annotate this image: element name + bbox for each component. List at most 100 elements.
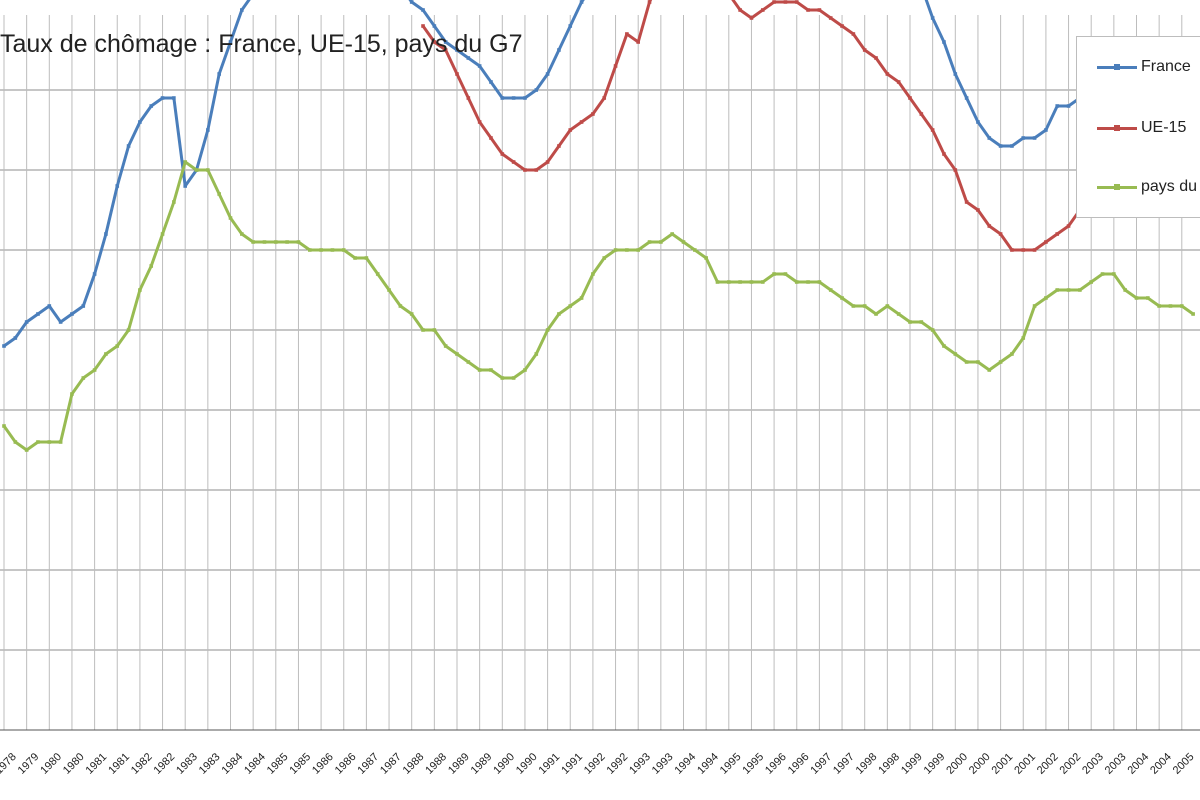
x-tick-label: 1995: [718, 751, 744, 777]
data-point: [92, 272, 97, 276]
data-point: [217, 192, 221, 196]
data-point: [251, 240, 255, 244]
data-point: [670, 232, 674, 236]
data-point: [1032, 248, 1037, 252]
data-point: [885, 72, 890, 76]
data-point: [1089, 280, 1093, 284]
data-point: [523, 168, 527, 172]
x-tick-label: 2002: [1058, 751, 1084, 777]
legend-item-france: France: [1097, 57, 1191, 77]
data-point: [1157, 304, 1161, 308]
data-point: [500, 376, 505, 380]
data-point: [466, 96, 471, 100]
data-point: [1010, 144, 1014, 148]
data-point: [806, 280, 810, 284]
series-line: [3, 0, 1172, 348]
data-point: [557, 312, 561, 316]
data-point: [274, 240, 278, 244]
x-tick-label: 1993: [650, 751, 676, 777]
data-point: [341, 248, 346, 252]
series-layer: [2, 0, 1200, 452]
data-point: [976, 208, 980, 212]
x-tick-label: 2002: [1035, 751, 1061, 777]
x-tick-label: 2000: [944, 751, 970, 777]
data-point: [817, 8, 822, 12]
data-point: [783, 272, 788, 276]
data-point: [1134, 296, 1139, 300]
data-point: [523, 368, 527, 372]
data-point: [2, 344, 6, 348]
data-point: [421, 8, 425, 12]
x-tick-label: 1984: [242, 751, 268, 777]
data-point: [760, 280, 765, 284]
data-point: [455, 352, 459, 356]
data-point: [545, 160, 550, 164]
data-point: [1180, 304, 1184, 308]
data-point: [545, 328, 550, 332]
data-point: [319, 248, 323, 252]
data-point: [58, 440, 63, 444]
data-point: [1010, 352, 1014, 356]
data-point: [602, 96, 607, 100]
data-point: [1055, 288, 1060, 292]
data-point: [1032, 304, 1037, 308]
data-point: [760, 8, 765, 12]
data-point: [964, 360, 969, 364]
data-point: [1112, 272, 1116, 276]
data-point: [659, 240, 663, 244]
data-point: [466, 360, 471, 364]
data-point: [126, 144, 131, 148]
grid-lines: [0, 15, 1200, 731]
data-point: [1021, 136, 1026, 140]
data-point: [862, 304, 867, 308]
data-point: [285, 240, 289, 244]
data-point: [625, 248, 629, 252]
data-point: [885, 304, 890, 308]
data-point: [1055, 232, 1060, 236]
data-point: [534, 88, 539, 92]
data-point: [104, 232, 108, 236]
x-tick-label: 1995: [740, 751, 766, 777]
data-point: [806, 8, 810, 12]
legend-label-france: France: [1141, 58, 1191, 75]
data-point: [1066, 288, 1071, 292]
x-tick-label: 2005: [1171, 751, 1197, 777]
x-tick-label: 1987: [378, 751, 404, 777]
data-point: [1100, 272, 1105, 276]
data-point: [511, 160, 516, 164]
data-point: [1078, 288, 1082, 292]
legend: France UE-15 pays du G7: [1076, 36, 1200, 218]
data-point: [443, 344, 448, 348]
data-point: [636, 40, 640, 44]
legend-swatch-france: [1097, 63, 1137, 70]
data-point: [24, 320, 29, 324]
x-tick-label: 1983: [174, 751, 200, 777]
data-point: [930, 128, 935, 132]
x-tick-label: 1998: [876, 751, 902, 777]
data-point: [919, 320, 924, 324]
data-point: [443, 40, 448, 44]
data-point: [511, 376, 516, 380]
x-tick-label: 1997: [808, 751, 834, 777]
legend-swatch-ue15: [1097, 124, 1137, 131]
data-point: [1010, 248, 1014, 252]
data-point: [138, 120, 142, 124]
data-point: [81, 304, 86, 308]
data-point: [24, 448, 29, 452]
data-point: [964, 200, 969, 204]
data-point: [160, 96, 165, 100]
data-point: [1146, 296, 1150, 300]
x-tick-label: 1990: [514, 751, 540, 777]
data-point: [353, 256, 357, 260]
data-point: [206, 168, 210, 172]
data-point: [489, 368, 493, 372]
data-point: [545, 72, 550, 76]
data-point: [296, 240, 301, 244]
data-point: [36, 312, 40, 316]
data-point: [953, 352, 958, 356]
data-point: [568, 304, 573, 308]
data-point: [432, 328, 437, 332]
x-tick-label: 2004: [1125, 751, 1151, 777]
x-tick-label: 1982: [129, 751, 155, 777]
legend-item-g7: pays du G7: [1097, 177, 1200, 197]
